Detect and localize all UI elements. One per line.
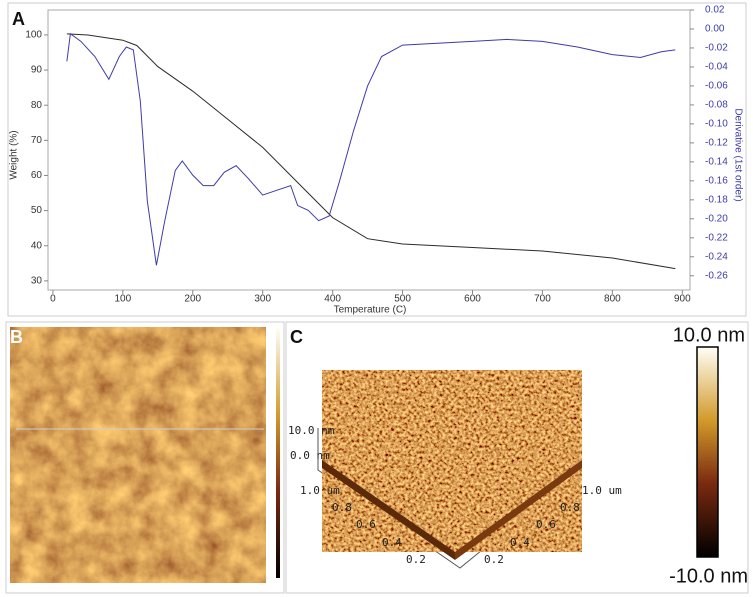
y2-tick-label: 0.00 — [705, 24, 725, 35]
axis-frame — [317, 428, 581, 569]
y2-tick-label: -0.16 — [705, 175, 728, 186]
y-tick-label: 100 — [25, 30, 42, 41]
panel-label: C — [290, 327, 303, 347]
z-label: 0.0 nm — [290, 449, 330, 462]
x-tick-label: 600 — [464, 294, 481, 305]
z-label: 10.0 nm — [288, 424, 335, 437]
x-tick-label: 300 — [254, 294, 271, 305]
data-line — [66, 32, 676, 266]
x-tick-label: 700 — [534, 294, 551, 305]
afm-image — [10, 327, 266, 583]
y2-tick-label: -0.04 — [705, 62, 728, 73]
x-tick-label: 200 — [184, 294, 201, 305]
panel-b: B — [5, 321, 285, 594]
colorbar-max: 10.0 nm — [673, 324, 745, 346]
y2-tick-label: -0.02 — [705, 43, 728, 54]
right-axis-label: 1.0 um — [582, 484, 622, 497]
y2-tick-label: -0.10 — [705, 119, 728, 130]
x-tick-label: 500 — [394, 294, 411, 305]
y2-tick-label: -0.08 — [705, 100, 728, 111]
left-axis-label: 1.0 um — [300, 484, 340, 497]
y2-tick-label: -0.26 — [705, 270, 728, 281]
colorbar — [276, 328, 280, 578]
x-tick-label: 100 — [114, 294, 131, 305]
colorbar — [696, 346, 719, 558]
y2-axis-label: Derivative (1st order) — [732, 108, 743, 201]
y-axis-label: Weight (%) — [9, 130, 20, 179]
y2-tick-label: 0.02 — [705, 5, 725, 16]
y2-tick-label: -0.18 — [705, 194, 728, 205]
y-tick-label: 40 — [31, 240, 43, 251]
x-tick-label: 400 — [324, 294, 341, 305]
y2-tick-label: -0.24 — [705, 251, 728, 262]
panel-a-frame — [7, 2, 747, 317]
left-axis-label: 0.6 — [356, 518, 376, 531]
y2-tick-label: -0.14 — [705, 157, 728, 168]
afm-surface — [322, 370, 582, 552]
y-tick-label: 90 — [31, 65, 43, 76]
x-tick-label: 800 — [604, 294, 621, 305]
left-axis-label: 0.4 — [382, 536, 402, 549]
colorbar-min: -10.0 nm — [669, 565, 748, 587]
panel-label: B — [10, 327, 23, 347]
y2-tick-label: -0.06 — [705, 81, 728, 92]
x-tick-label: 0 — [50, 294, 56, 305]
panel-c: C 10.0 nm 0.0 nm 1.0 um 0.8 0.6 0.4 0.2 … — [285, 321, 749, 594]
panel-label: A — [12, 9, 25, 29]
y2-tick-label: -0.22 — [705, 232, 728, 243]
right-axis-label: 0.6 — [536, 518, 556, 531]
y-tick-label: 70 — [31, 135, 43, 146]
plot-frame — [47, 9, 691, 291]
right-axis-label: 0.2 — [484, 553, 504, 566]
y-tick-label: 80 — [31, 100, 43, 111]
surface-side — [322, 460, 455, 560]
y2-tick-label: -0.20 — [705, 213, 728, 224]
y2-tick-label: -0.12 — [705, 138, 728, 149]
right-axis-label: 0.4 — [510, 536, 530, 549]
x-axis-label: Temperature (C) — [334, 305, 407, 316]
left-axis-label: 0.8 — [332, 501, 352, 514]
surface-side — [455, 460, 582, 560]
left-axis-label: 0.2 — [406, 553, 426, 566]
y-tick-label: 30 — [31, 276, 43, 287]
y-tick-label: 60 — [31, 170, 43, 181]
y-tick-label: 50 — [31, 205, 43, 216]
data-line — [66, 33, 676, 270]
x-tick-label: 900 — [674, 294, 691, 305]
right-axis-label: 0.8 — [560, 501, 580, 514]
